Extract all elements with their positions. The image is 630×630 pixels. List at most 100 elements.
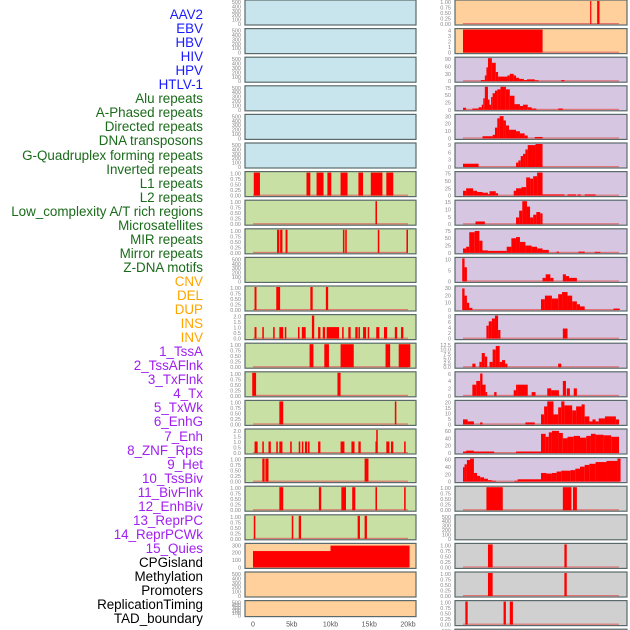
- signal-bar: [564, 405, 573, 425]
- signal-bar: [342, 229, 345, 253]
- signal-bar: [279, 327, 284, 339]
- signal-bar: [556, 471, 562, 482]
- signal-bar: [306, 172, 311, 196]
- signal-bar: [277, 229, 280, 253]
- signal-bar: [522, 201, 527, 225]
- track-panel: 0.000.250.500.751.00: [230, 285, 417, 314]
- panel-background: [244, 399, 417, 426]
- panel-background: [454, 542, 628, 570]
- y-tick-label: 100: [232, 103, 241, 109]
- signal-bar: [578, 251, 585, 253]
- y-tick-label: 2: [448, 386, 451, 392]
- signal-bar: [531, 392, 536, 396]
- signal-bar: [521, 187, 527, 196]
- signal-bar: [386, 441, 390, 453]
- y-tick-label: 0.25: [440, 617, 451, 623]
- y-tick-label: 10: [445, 257, 451, 263]
- y-tick-label: 100: [232, 75, 241, 81]
- y-tick-label: 0.5: [233, 331, 241, 337]
- signal-bar: [562, 274, 566, 282]
- baseline: [463, 108, 619, 110]
- signal-bar: [497, 118, 500, 139]
- y-tick-label: 0.50: [230, 383, 241, 389]
- signal-bar: [473, 472, 478, 482]
- y-tick-label: 15: [445, 406, 451, 412]
- track-label: Alu repeats: [135, 91, 203, 107]
- signal-bar: [254, 287, 257, 310]
- signal-bar: [491, 97, 493, 110]
- panel-background: [454, 0, 628, 26]
- signal-bar: [584, 464, 590, 482]
- signal-bar: [503, 601, 506, 625]
- signal-bar: [370, 172, 383, 196]
- signal-bar: [358, 441, 361, 453]
- signal-bar: [516, 188, 522, 196]
- y-tick-label: 0: [238, 279, 241, 285]
- x-tick-label: 5kb: [286, 622, 297, 629]
- signal-bar: [351, 441, 355, 453]
- y-tick-label: 100: [232, 275, 241, 281]
- y-tick-label: 0.50: [230, 354, 241, 360]
- y-tick-label: 300: [232, 543, 241, 549]
- panel-background: [454, 256, 628, 283]
- y-tick-label: 0: [238, 614, 241, 620]
- signal-bar: [573, 435, 580, 453]
- signal-bar: [318, 327, 321, 339]
- signal-bar: [311, 315, 315, 339]
- y-tick-label: 10: [445, 208, 451, 214]
- y-tick-label: 0.75: [440, 606, 451, 612]
- track-label: ReplicationTiming: [97, 597, 203, 613]
- y-tick-label: 0.50: [230, 240, 241, 246]
- signal-bar: [401, 327, 404, 339]
- y-tick-label: 100: [232, 161, 241, 167]
- y-tick-label: 1.00: [440, 486, 451, 492]
- y-tick-label: 30: [445, 72, 451, 78]
- panel-background: [244, 571, 417, 598]
- y-tick-label: 0.00: [230, 508, 241, 514]
- signal-bar: [567, 194, 577, 196]
- signal-bar: [467, 421, 474, 425]
- signal-bar: [617, 458, 621, 482]
- y-tick-label: 0: [238, 136, 241, 142]
- signal-bar: [268, 441, 271, 453]
- signal-bar: [466, 460, 471, 482]
- signal-bar: [355, 327, 358, 339]
- signal-bar: [406, 229, 408, 253]
- y-tick-label: 200: [232, 99, 241, 105]
- signal-bar: [565, 276, 570, 282]
- y-tick-label: 0: [448, 394, 451, 400]
- baseline: [253, 223, 408, 225]
- signal-bar: [523, 153, 526, 167]
- track-panel: 0.00.51.01.52.0: [233, 428, 417, 457]
- y-tick-label: 0.0: [233, 337, 241, 343]
- signal-bar: [562, 292, 568, 310]
- signal-bar: [580, 437, 587, 453]
- signal-bar: [358, 327, 360, 339]
- y-tick-label: 1.00: [230, 400, 241, 406]
- signal-bar: [604, 416, 616, 425]
- y-tick-label: 1.5: [233, 435, 241, 441]
- signal-bar: [509, 601, 513, 625]
- y-tick-label: 0: [448, 279, 451, 285]
- signal-bar: [551, 472, 557, 482]
- signal-bar: [541, 472, 547, 482]
- track-label: CPGisland: [138, 554, 203, 570]
- signal-bar: [364, 458, 369, 482]
- y-tick-label: 400: [232, 62, 241, 68]
- signal-bar: [541, 414, 545, 425]
- y-tick-label: 200: [232, 271, 241, 277]
- track-label: CNV: [174, 273, 203, 289]
- signal-bar: [253, 172, 260, 196]
- signal-bar: [535, 144, 543, 167]
- signal-bar: [536, 212, 541, 225]
- baseline: [253, 251, 408, 253]
- signal-bar: [386, 172, 394, 196]
- signal-bar: [301, 441, 304, 453]
- track-label: Promoters: [141, 583, 203, 599]
- baseline: [253, 423, 408, 425]
- signal-bar: [358, 172, 364, 196]
- y-tick-label: 75: [445, 86, 451, 92]
